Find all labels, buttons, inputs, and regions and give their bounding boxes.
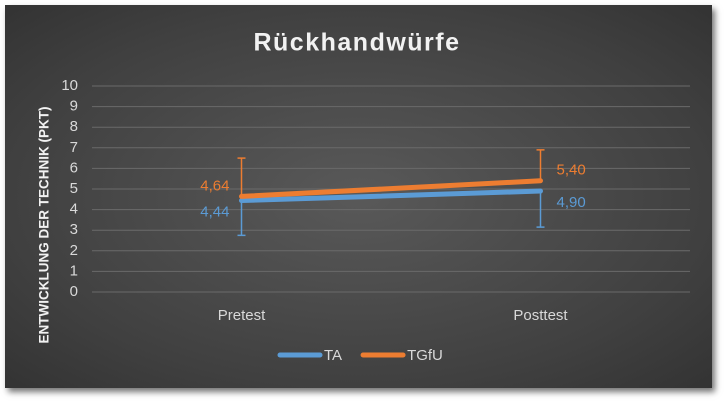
y-tick-label: 5 xyxy=(70,180,78,197)
error-bar xyxy=(237,157,246,197)
error-bar xyxy=(536,149,545,181)
y-tick-label: 6 xyxy=(70,159,78,176)
series-line xyxy=(239,188,543,204)
data-label: 4,44 xyxy=(200,204,229,221)
error-bar xyxy=(536,191,545,228)
y-tick-label: 9 xyxy=(70,98,78,115)
y-axis-label: ENTWICKLUNG DER TECHNIK (PKT) xyxy=(37,107,52,344)
legend-label: TA xyxy=(324,347,342,364)
data-label: 5,40 xyxy=(557,162,586,179)
y-tick-label: 1 xyxy=(70,262,78,279)
y-tick-label: 8 xyxy=(70,118,78,135)
y-tick-label: 2 xyxy=(70,242,78,259)
error-bar xyxy=(237,200,246,237)
data-label: 4,90 xyxy=(557,194,586,211)
x-tick-label: Pretest xyxy=(218,307,266,324)
chart-title: Rückhandwürfe xyxy=(253,29,460,57)
legend-label: TGfU xyxy=(407,347,443,364)
series-line xyxy=(239,178,543,199)
data-label: 4,64 xyxy=(200,177,229,194)
y-tick-label: 3 xyxy=(70,221,78,238)
y-tick-label: 0 xyxy=(70,283,78,300)
y-tick-label: 4 xyxy=(70,201,78,218)
y-tick-label: 7 xyxy=(70,139,78,156)
y-tick-label: 10 xyxy=(61,77,78,94)
x-tick-label: Posttest xyxy=(513,307,568,324)
